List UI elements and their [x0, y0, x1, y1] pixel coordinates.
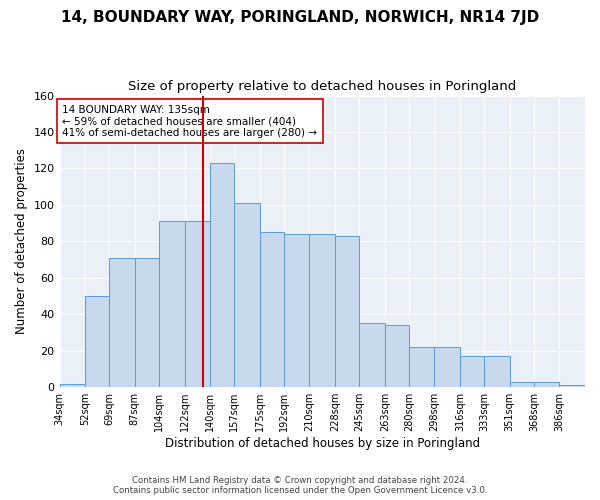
Bar [85, 296, 109, 387]
Bar [409, 347, 434, 387]
Bar [335, 236, 359, 387]
X-axis label: Distribution of detached houses by size in Poringland: Distribution of detached houses by size … [165, 437, 480, 450]
Bar [234, 203, 260, 387]
Text: 14, BOUNDARY WAY, PORINGLAND, NORWICH, NR14 7JD: 14, BOUNDARY WAY, PORINGLAND, NORWICH, N… [61, 10, 539, 25]
Bar [159, 222, 185, 387]
Bar [210, 163, 234, 387]
Bar [359, 324, 385, 387]
Title: Size of property relative to detached houses in Poringland: Size of property relative to detached ho… [128, 80, 517, 93]
Text: 14 BOUNDARY WAY: 135sqm
← 59% of detached houses are smaller (404)
41% of semi-d: 14 BOUNDARY WAY: 135sqm ← 59% of detache… [62, 104, 317, 138]
Text: Contains HM Land Registry data © Crown copyright and database right 2024.
Contai: Contains HM Land Registry data © Crown c… [113, 476, 487, 495]
Bar [385, 325, 409, 387]
Bar [310, 234, 335, 387]
Bar [59, 384, 85, 387]
Bar [559, 386, 585, 387]
Bar [260, 232, 284, 387]
Bar [284, 234, 310, 387]
Bar [510, 382, 534, 387]
Bar [460, 356, 484, 387]
Y-axis label: Number of detached properties: Number of detached properties [15, 148, 28, 334]
Bar [109, 258, 135, 387]
Bar [484, 356, 510, 387]
Bar [534, 382, 559, 387]
Bar [185, 222, 210, 387]
Bar [434, 347, 460, 387]
Bar [135, 258, 159, 387]
